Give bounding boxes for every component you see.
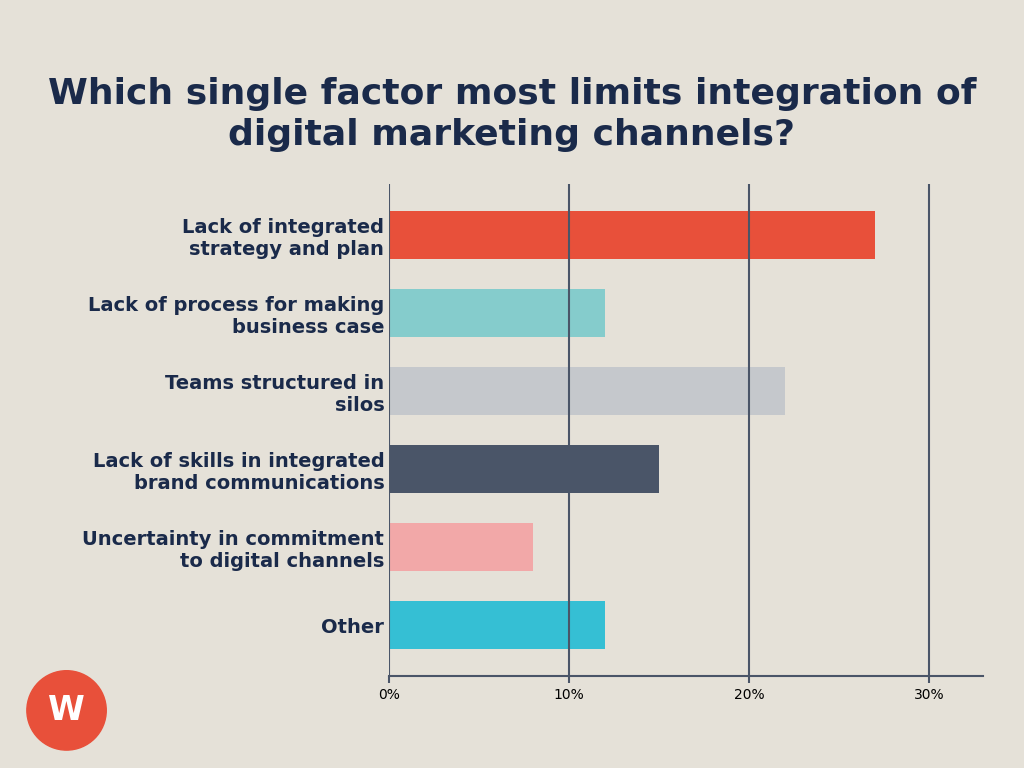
Bar	[389, 211, 876, 260]
Text: Which single factor most limits integration of
digital marketing channels?: Which single factor most limits integrat…	[48, 77, 976, 151]
Bar	[389, 523, 534, 571]
Bar	[389, 601, 605, 649]
Text: W: W	[48, 694, 85, 727]
Bar	[389, 289, 605, 337]
Bar	[389, 445, 659, 493]
Circle shape	[27, 670, 106, 750]
Bar	[389, 367, 785, 415]
